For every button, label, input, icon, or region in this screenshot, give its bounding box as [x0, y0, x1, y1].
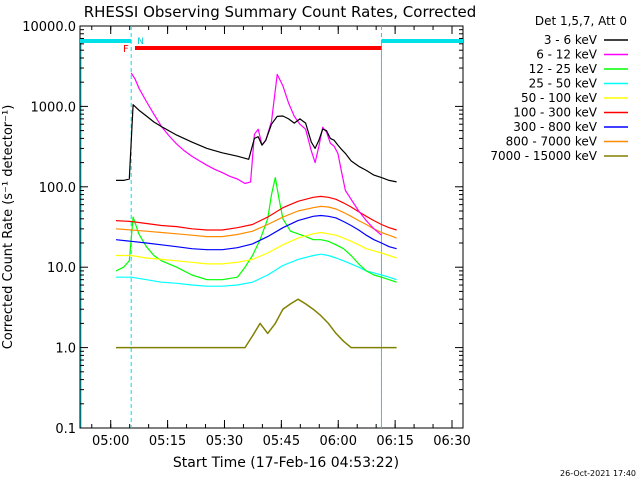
plot-area: FN 0.1 1.0 10.0 100.0 1000.0 10000.0 05:00 05:1…: [22, 20, 471, 449]
legend-label: 300 - 800 keV: [513, 120, 597, 134]
x-tick-label: 06:15: [376, 434, 413, 449]
x-tick-label: 05:30: [206, 434, 243, 449]
legend-label: 7000 - 15000 keV: [490, 149, 597, 163]
x-tick-label: 05:45: [263, 434, 300, 449]
flag-bars: FN: [80, 26, 463, 428]
x-tick-label: 05:00: [92, 434, 129, 449]
legend-title: Det 1,5,7, Att 0: [535, 14, 627, 28]
legend-label: 25 - 50 keV: [529, 77, 598, 91]
axes: 0.1 1.0 10.0 100.0 1000.0 10000.0 05:00 05:15 05…: [22, 20, 471, 449]
x-tick-label: 05:15: [149, 434, 186, 449]
y-tick-label: 1.0: [55, 342, 76, 357]
series-line-7: [115, 214, 397, 251]
y-tick-label: 0.1: [55, 422, 76, 437]
series-line-5: [116, 231, 397, 265]
y-tick-label: 1000.0: [31, 100, 77, 115]
x-axis-label: Start Time (17-Feb-16 04:53:22): [173, 455, 399, 471]
chart-title: RHESSI Observing Summary Count Rates, Co…: [84, 3, 477, 21]
x-tick-label: 06:30: [433, 434, 470, 449]
plot-frame: [79, 25, 464, 429]
legend-label: 6 - 12 keV: [536, 48, 598, 62]
series-line-3: [115, 177, 397, 283]
y-tick-label: 10.0: [47, 261, 76, 276]
flare-flag-label: F: [123, 44, 129, 55]
data-series: [115, 72, 397, 349]
y-axis-label: Corrected Count Rate (s⁻¹ detector⁻¹): [1, 105, 16, 350]
series-line-6: [115, 195, 397, 231]
night-flag-label: N: [137, 37, 144, 47]
timestamp: 26-Oct-2021 17:40: [560, 469, 636, 478]
series-line-9: [116, 298, 397, 349]
legend-label: 3 - 6 keV: [544, 33, 598, 47]
legend-label: 800 - 7000 keV: [506, 135, 598, 149]
y-tick-label: 10000.0: [22, 20, 76, 35]
legend-label: 12 - 25 keV: [529, 62, 598, 76]
series-line-1: [116, 104, 397, 183]
legend-label: 50 - 100 keV: [521, 91, 598, 105]
series-line-8: [115, 205, 397, 239]
y-tick-label: 100.0: [39, 181, 76, 196]
x-tick-label: 06:00: [320, 434, 357, 449]
legend-label: 100 - 300 keV: [513, 106, 597, 120]
